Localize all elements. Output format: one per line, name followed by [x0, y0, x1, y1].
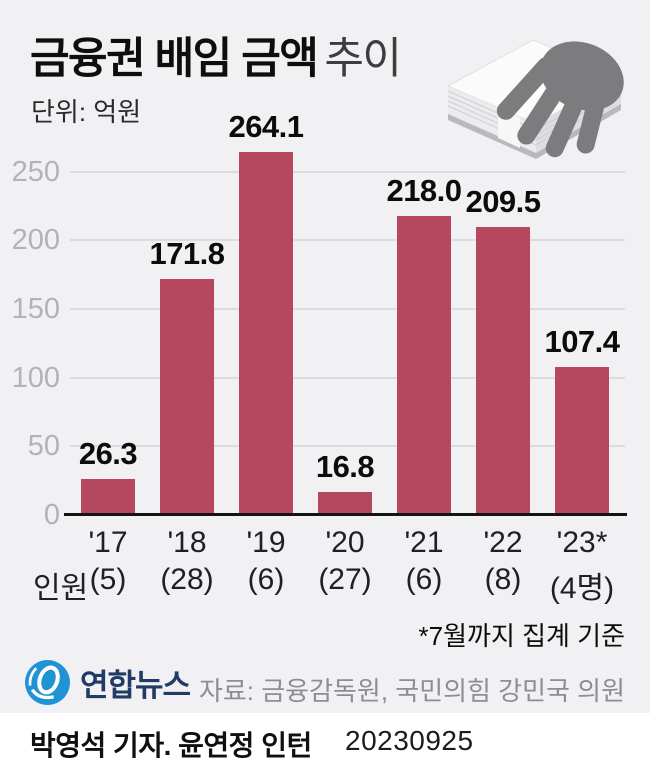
- x-year-label: '19: [246, 526, 286, 559]
- bar-value-label: 209.5: [465, 184, 541, 220]
- source-credit: 자료: 금융감독원, 국민의힘 강민국 의원: [198, 676, 625, 706]
- footnote: *7월까지 집계 기준: [418, 621, 625, 651]
- stack-shadow: [448, 102, 621, 159]
- bar-value-label: 171.8: [149, 236, 225, 272]
- page-title: 금융권 배임 금액 추이: [30, 24, 402, 86]
- y-tick-label: 0: [43, 499, 60, 531]
- yonhap-logo: 연합뉴스: [24, 659, 191, 706]
- x-year-label: '23*: [556, 526, 608, 559]
- x-count-label: (6): [405, 563, 443, 596]
- bar-value-label: 218.0: [386, 172, 462, 208]
- title-main: 금융권 배임 금액: [30, 35, 319, 83]
- y-tick-label: 200: [11, 224, 60, 257]
- x-year-label: '17: [88, 526, 128, 559]
- bar: [555, 367, 609, 515]
- bar-value-label: 264.1: [228, 109, 304, 145]
- bar: [476, 227, 530, 515]
- bar: [318, 491, 372, 515]
- money-grab-icon: [446, 39, 624, 159]
- bar: [239, 152, 293, 515]
- gridline: [70, 307, 625, 310]
- plot-area: 26.3 171.8 264.1 16.8 218.0 209.5 107.4: [70, 109, 625, 515]
- x-count-label: (4명): [549, 572, 615, 605]
- x-axis-line: [64, 513, 627, 516]
- x-count-label: (28): [160, 563, 214, 596]
- x-count-prefix: 인원: [33, 572, 89, 605]
- bar: [397, 215, 451, 515]
- yonhap-logo-text: 연합뉴스: [80, 668, 191, 703]
- chart: 26.3 171.8 264.1 16.8 218.0 209.5 107.4 인원 0 50…: [11, 109, 627, 605]
- x-count-label: (5): [89, 563, 127, 596]
- x-count-label: (8): [484, 563, 522, 596]
- y-tick-label: 250: [11, 155, 60, 188]
- y-tick-label: 50: [27, 430, 60, 463]
- x-year-label: '21: [404, 526, 444, 559]
- gridline: [70, 239, 625, 242]
- y-tick-label: 100: [11, 361, 60, 394]
- bar-value-label: 107.4: [544, 324, 620, 360]
- byline-credit: 박영석 기자. 윤연정 인턴: [30, 730, 312, 761]
- hand-icon: [496, 41, 624, 158]
- x-year-label: '18: [167, 526, 207, 559]
- bar-value-label: 26.3: [78, 435, 138, 471]
- x-year-label: '22: [483, 526, 523, 559]
- bar: [160, 279, 214, 515]
- y-tick-label: 150: [11, 292, 60, 325]
- x-year-label: '20: [325, 526, 365, 559]
- x-count-label: (6): [247, 563, 285, 596]
- gridline: [70, 445, 625, 448]
- byline-strip: 박영석 기자. 윤연정 인턴 20230925: [0, 713, 650, 767]
- byline-date: 20230925: [345, 725, 474, 756]
- unit-label: 단위: 억원: [31, 97, 142, 127]
- x-count-label: (27): [318, 563, 372, 596]
- infographic-poster: 금융권 배임 금액 추이 단위: 억원 26.3 171.8 2: [0, 0, 650, 713]
- title-sub: 추이: [324, 35, 402, 83]
- yonhap-logo-icon: [25, 660, 70, 705]
- bar: [81, 478, 135, 515]
- gridline: [70, 170, 625, 173]
- gridline: [70, 376, 625, 379]
- bar-value-label: 16.8: [315, 448, 375, 484]
